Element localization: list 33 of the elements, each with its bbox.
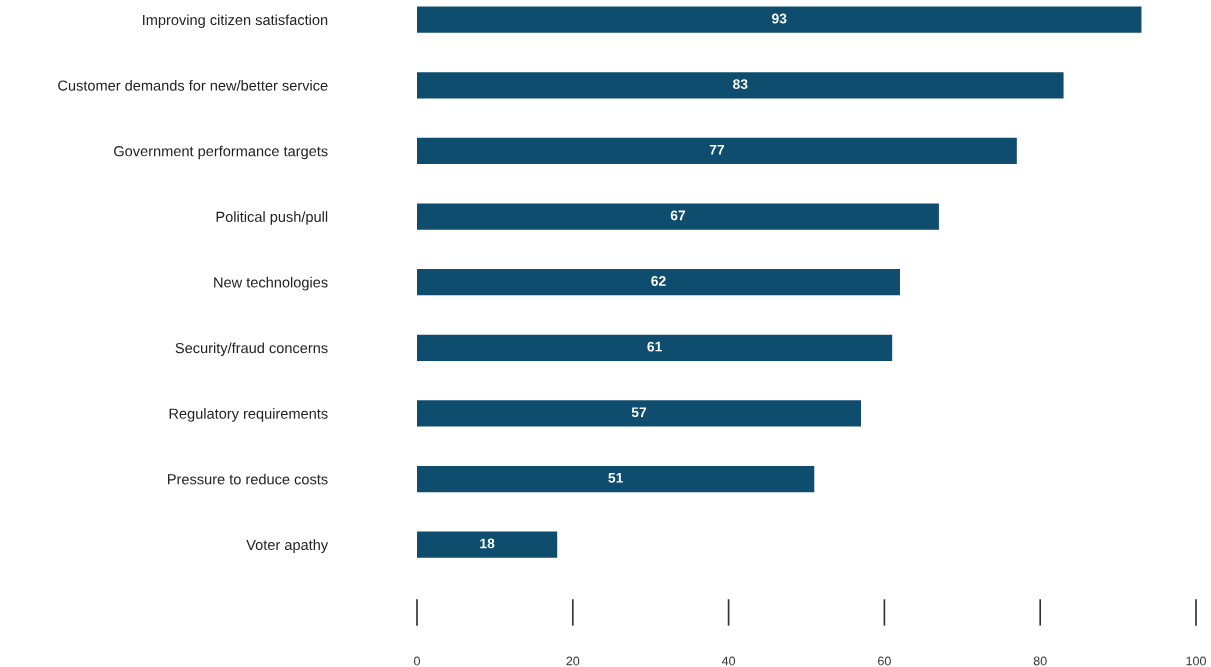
y-tick-label: Customer demands for new/better service (58, 80, 328, 91)
x-tick-label: 40 (721, 656, 736, 666)
bar (417, 400, 862, 427)
bar (417, 137, 1017, 165)
x-tick-label: 100 (1186, 656, 1206, 666)
x-tick-label: 20 (566, 656, 580, 666)
bar (417, 6, 1142, 33)
x-tick-label: 0 (414, 656, 420, 666)
data-label: 83 (733, 79, 748, 90)
data-label: 61 (647, 341, 662, 352)
bar (417, 203, 939, 230)
data-label: 77 (709, 144, 725, 155)
data-label: 51 (608, 473, 623, 483)
bar (417, 531, 558, 558)
y-tick-label: Voter apathy (246, 539, 329, 553)
bar (417, 465, 815, 493)
y-tick-label: Government performance targets (114, 145, 328, 160)
y-tick-label: Security/fraud concerns (175, 342, 328, 357)
y-tick-label: Regulatory requirements (169, 408, 328, 422)
bar (417, 72, 1064, 99)
bar (417, 334, 893, 361)
y-tick-label: New technologies (214, 276, 328, 291)
bar (417, 269, 900, 296)
y-tick-label: Political push/pull (216, 211, 328, 225)
data-label: 67 (670, 210, 686, 221)
x-tick-label: 60 (878, 656, 891, 666)
y-tick-label: Pressure to reduce costs (168, 473, 328, 485)
data-label: 62 (651, 276, 666, 286)
data-label: 18 (480, 538, 495, 549)
data-label: 57 (631, 407, 647, 418)
x-tick-label: 80 (1033, 656, 1047, 666)
y-tick-label: Improving citizen satisfaction (143, 14, 328, 28)
data-label: 93 (771, 13, 787, 24)
